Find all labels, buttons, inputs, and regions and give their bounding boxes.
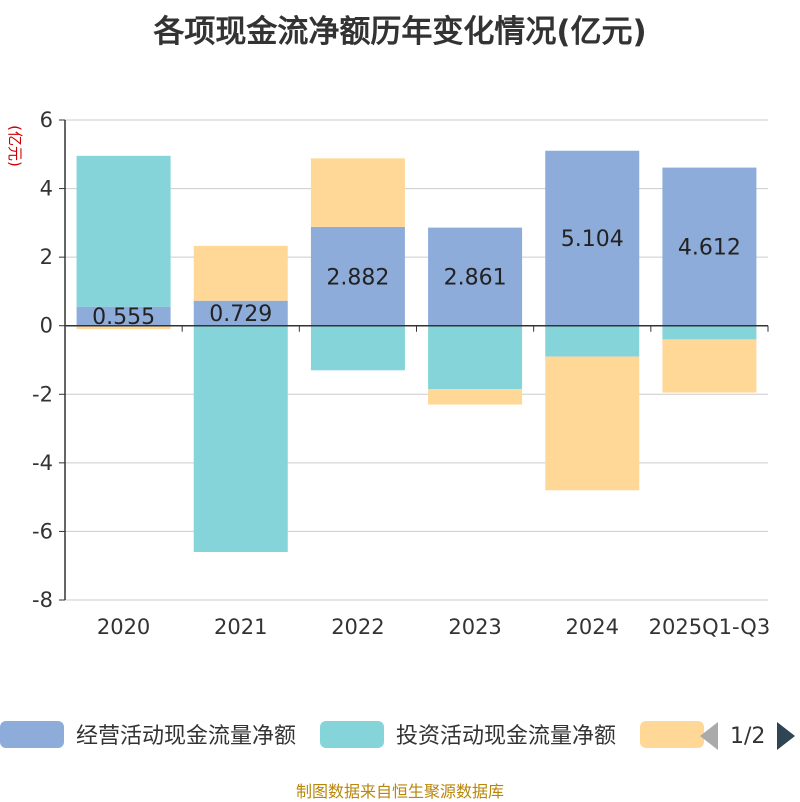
bar-2025Q1-Q3-series-2 <box>662 339 757 393</box>
chart: 6 4 2 0 -2 -4 -6 -8 2020 2021 2022 2023 2024 2025Q1-… <box>6 108 770 639</box>
y-tick-label: -2 <box>32 382 53 406</box>
y-axis-unit: (亿元) <box>6 125 24 167</box>
bar-2025Q1-Q3-series-0 <box>662 167 757 326</box>
bar-2020-series-2 <box>76 325 171 330</box>
legend-swatch-financing <box>640 720 704 748</box>
legend-swatch-operating <box>0 720 64 748</box>
y-tick-label: -6 <box>32 519 53 543</box>
bar-2020-series-1 <box>76 155 171 307</box>
x-tick-label: 2022 <box>331 615 384 639</box>
y-tick-label: 0 <box>40 314 53 338</box>
bar-2023-series-0 <box>428 227 523 326</box>
legend-next-page-icon[interactable] <box>777 722 796 750</box>
bar-2021-series-1 <box>193 325 288 552</box>
y-tick-label: -8 <box>32 588 53 612</box>
y-tick-label: -4 <box>32 451 53 475</box>
legend-page-indicator: 1/2 <box>730 723 766 749</box>
x-tick-label: 2023 <box>448 615 501 639</box>
y-tick-label: 2 <box>40 245 53 269</box>
legend-item-investing[interactable]: 投资活动现金流量净额 <box>320 716 616 752</box>
bar-2022-series-2 <box>310 158 405 227</box>
legend: 经营活动现金流量净额 投资活动现金流量净额 1/2 <box>0 716 800 756</box>
y-tick-label: 4 <box>40 177 53 201</box>
bars <box>76 150 757 552</box>
bar-2023-series-2 <box>428 389 523 405</box>
chart-title: 各项现金流净额历年变化情况(亿元) <box>153 14 647 50</box>
bar-2024-series-0 <box>545 150 640 326</box>
bar-2023-series-1 <box>428 325 523 390</box>
x-tick-label: 2020 <box>97 615 150 639</box>
legend-item-operating[interactable]: 经营活动现金流量净额 <box>0 716 296 752</box>
legend-item-financing[interactable] <box>640 716 716 752</box>
bar-2021-series-0 <box>193 300 288 326</box>
x-tick-label: 2025Q1-Q3 <box>649 615 771 639</box>
data-label: 2.861 <box>444 266 507 291</box>
y-tick-labels: 6 4 2 0 -2 -4 -6 -8 <box>32 108 53 612</box>
data-label: 0.729 <box>209 302 272 327</box>
data-label: 2.882 <box>326 265 389 290</box>
legend-prev-page-icon[interactable] <box>700 722 718 750</box>
legend-swatch-investing <box>320 720 384 748</box>
x-tick-labels: 2020 2021 2022 2023 2024 2025Q1-Q3 <box>97 615 770 639</box>
legend-pager: 1/2 <box>700 718 796 754</box>
bar-2021-series-2 <box>193 245 288 301</box>
bar-2020-series-0 <box>76 306 171 326</box>
bar-2025Q1-Q3-series-1 <box>662 325 757 340</box>
bar-2022-series-1 <box>310 325 405 371</box>
x-tick-label: 2024 <box>566 615 619 639</box>
data-labels: 0.555 0.729 2.882 2.861 5.104 4.612 <box>92 227 741 330</box>
bar-2024-series-1 <box>545 325 640 357</box>
data-label: 5.104 <box>561 227 624 252</box>
bar-2022-series-0 <box>310 226 405 326</box>
data-label: 4.612 <box>678 236 741 261</box>
source-footer: 制图数据来自恒生聚源数据库 <box>295 782 504 801</box>
x-tick-label: 2021 <box>214 615 267 639</box>
y-tick-label: 6 <box>40 108 53 132</box>
legend-label-operating: 经营活动现金流量净额 <box>76 724 297 749</box>
data-label: 0.555 <box>92 305 155 330</box>
axes <box>59 119 769 601</box>
legend-label-investing: 投资活动现金流量净额 <box>396 724 617 749</box>
bar-2024-series-2 <box>545 356 640 491</box>
